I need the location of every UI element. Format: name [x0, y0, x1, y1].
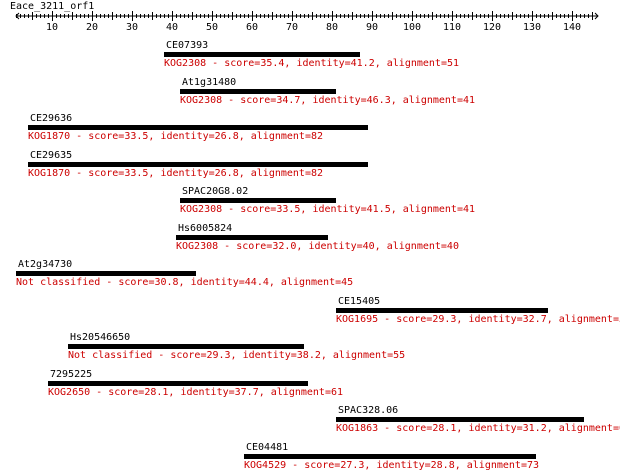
ruler-tick-label: 140	[563, 22, 581, 32]
hit-alignment-bar	[180, 198, 336, 203]
ruler-tick-label: 30	[126, 22, 138, 32]
hit-alignment-bar	[180, 88, 336, 94]
ruler-tick-label: 130	[523, 22, 541, 32]
hit-alignment-bar	[244, 453, 536, 459]
hit-alignment-bar	[48, 380, 308, 386]
hit-name[interactable]: At1g31480	[182, 76, 237, 88]
query-name: Eace_3211_orf1	[10, 1, 95, 12]
hit-description[interactable]: KOG2650 - score=28.1, identity=37.7, ali…	[48, 386, 344, 398]
hit-row: 7295225 KOG2650 - score=28.1, identity=37…	[0, 369, 620, 399]
hit-name[interactable]: SPAC20G8.02	[182, 186, 249, 197]
hit-description[interactable]: KOG1863 - score=28.1, identity=31.2, ali…	[336, 423, 620, 434]
hit-row: At1g31480 KOG2308 - score=34.7, identity=…	[0, 77, 620, 107]
hit-name[interactable]: 7295225	[50, 368, 93, 380]
hit-alignment-bar	[164, 52, 360, 57]
hit-alignment-bar	[336, 417, 584, 422]
hit-alignment-bar	[68, 344, 304, 349]
hit-row: CE07393 KOG2308 - score=35.4, identity=41…	[0, 40, 620, 70]
hit-name[interactable]: CE07393	[166, 40, 209, 51]
ruler-tick-label: 110	[443, 22, 461, 32]
ruler-tick-label: 70	[286, 22, 298, 32]
ruler-tick-label: 120	[483, 22, 501, 32]
hit-row: Hs20546650 Not classified - score=29.3, i…	[0, 332, 620, 362]
ruler-tick-label: 60	[246, 22, 258, 32]
hit-description[interactable]: KOG2308 - score=35.4, identity=41.2, ali…	[164, 58, 460, 69]
hit-description[interactable]: KOG4529 - score=27.3, identity=28.8, ali…	[244, 459, 540, 471]
hit-description[interactable]: KOG2308 - score=32.0, identity=40, align…	[176, 240, 459, 252]
hit-description[interactable]: KOG1870 - score=33.5, identity=26.8, ali…	[28, 131, 324, 142]
ruler-tick-label: 10	[46, 22, 58, 32]
hit-row: SPAC20G8.02 KOG2308 - score=33.5, identit…	[0, 186, 620, 216]
hit-alignment-bar	[176, 234, 328, 240]
hit-alignment-bar	[336, 307, 548, 313]
position-ruler: 10 20 30 40 50 60 70 80 90 100 110 120 130 140	[15, 11, 599, 32]
hit-row: CE04481 KOG4529 - score=27.3, identity=28…	[0, 442, 620, 472]
hit-description[interactable]: KOG1870 - score=33.5, identity=26.8, ali…	[28, 167, 324, 179]
hit-row: CE29636 KOG1870 - score=33.5, identity=26…	[0, 113, 620, 143]
ruler-tick-label: 50	[206, 22, 218, 32]
hit-name[interactable]: SPAC328.06	[338, 405, 399, 416]
hit-description[interactable]: KOG2308 - score=33.5, identity=41.5, ali…	[180, 204, 476, 215]
hit-row: CE29635 KOG1870 - score=33.5, identity=26…	[0, 150, 620, 180]
ruler-tick-label: 100	[403, 22, 421, 32]
hit-alignment-bar	[28, 161, 368, 167]
hit-alignment-bar	[28, 125, 368, 130]
hit-description[interactable]: Not classified - score=30.8, identity=44…	[16, 277, 354, 288]
hit-name[interactable]: CE15405	[338, 295, 381, 307]
hit-row: Hs6005824 KOG2308 - score=32.0, identity=…	[0, 223, 620, 253]
hit-name[interactable]: At2g34730	[18, 259, 73, 270]
ruler-end-arrow	[594, 12, 599, 20]
ruler-tick-label: 40	[166, 22, 178, 32]
ruler-tick-label: 20	[86, 22, 98, 32]
hit-row: At2g34730 Not classified - score=30.8, id…	[0, 259, 620, 289]
hit-alignment-bar	[16, 271, 196, 276]
hit-description[interactable]: Not classified - score=29.3, identity=38…	[68, 350, 406, 361]
hit-name[interactable]: CE29636	[30, 113, 73, 124]
hit-name[interactable]: CE04481	[246, 441, 289, 453]
ruler-tick-label: 80	[326, 22, 338, 32]
hit-name[interactable]: CE29635	[30, 149, 73, 161]
ruler-tick-label: 90	[366, 22, 378, 32]
hit-row: CE15405 KOG1695 - score=29.3, identity=32…	[0, 296, 620, 326]
hit-row: SPAC328.06 KOG1863 - score=28.1, identity…	[0, 405, 620, 435]
hit-description[interactable]: KOG2308 - score=34.7, identity=46.3, ali…	[180, 94, 476, 106]
hit-name[interactable]: Hs6005824	[178, 222, 233, 234]
hit-description[interactable]: KOG1695 - score=29.3, identity=32.7, ali…	[336, 313, 620, 325]
hit-name[interactable]: Hs20546650	[70, 332, 131, 343]
